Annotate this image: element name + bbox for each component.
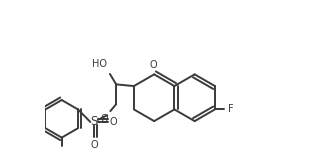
Text: S: S [91,116,98,128]
Text: O: O [109,117,117,127]
Text: HO: HO [91,59,107,69]
Text: O: O [100,114,108,124]
Text: O: O [149,60,157,70]
Text: O: O [90,140,98,150]
Text: F: F [228,104,233,114]
